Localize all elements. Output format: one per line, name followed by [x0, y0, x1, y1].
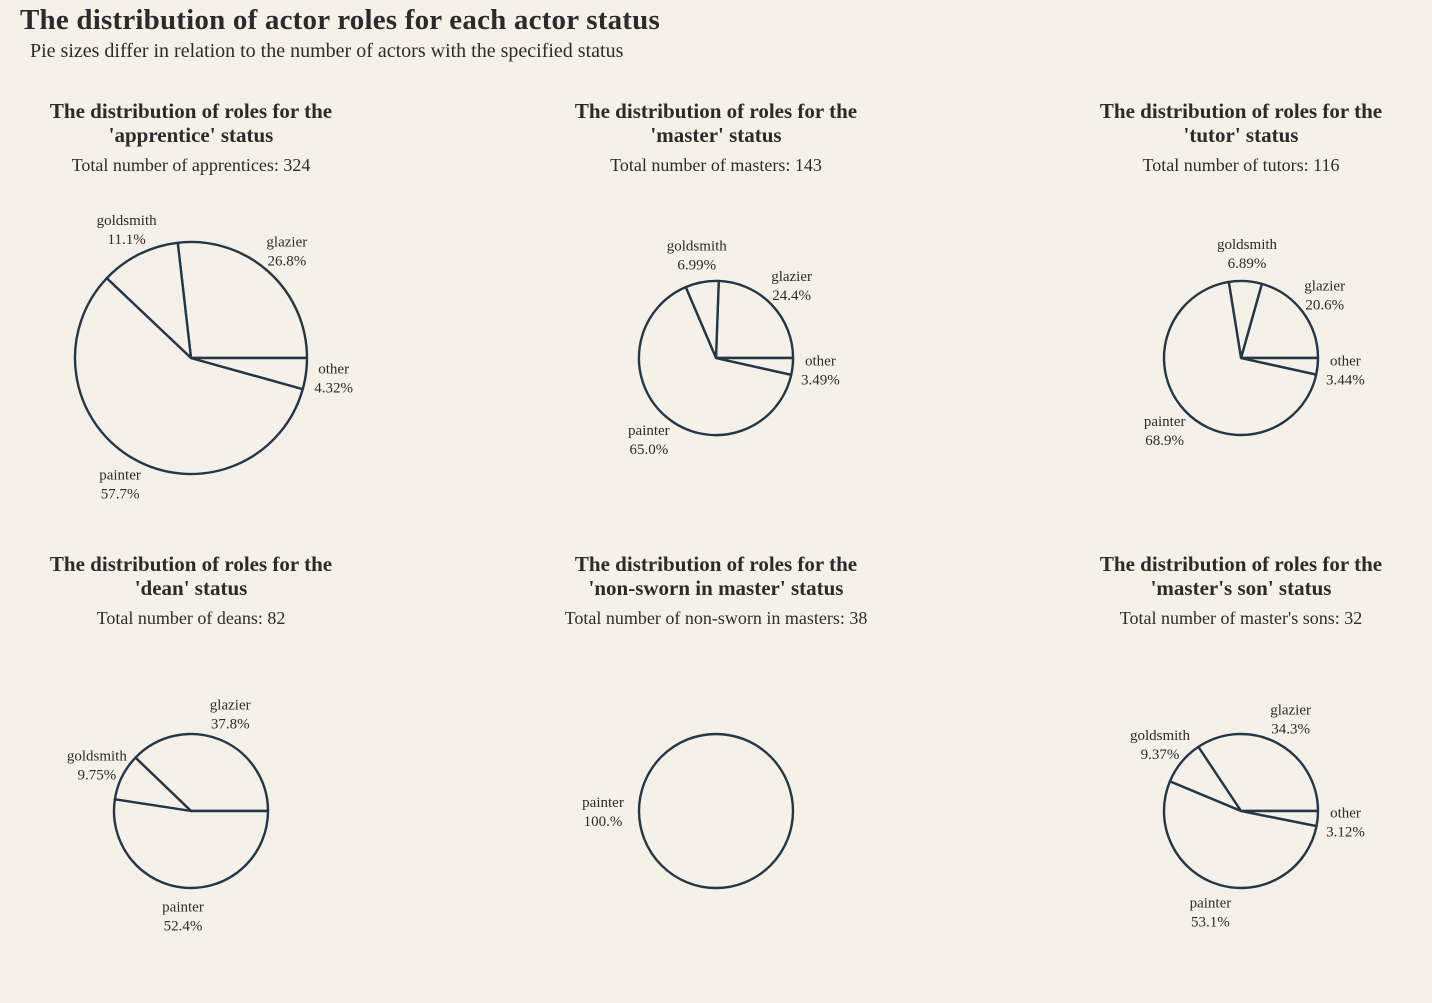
pie-slice-painter [112, 798, 270, 890]
slice-label-other: other [1330, 805, 1361, 821]
slice-label-goldsmith: goldsmith [67, 748, 128, 764]
slice-percent-other: 3.44% [1326, 372, 1365, 388]
panel-total: Total number of apprentices: 324 [72, 155, 311, 175]
panel-title: 'tutor' status [1184, 123, 1299, 147]
slice-label-glazier: glazier [1304, 279, 1345, 295]
pie-panel: The distribution of roles for the'master… [1100, 552, 1382, 930]
pie-slice-other [189, 356, 309, 391]
panel-title: 'master's son' status [1151, 576, 1332, 600]
slice-percent-painter: 57.7% [101, 486, 140, 502]
panel-title: 'master' status [650, 123, 781, 147]
panel-title: The distribution of roles for the [1100, 99, 1382, 123]
slice-label-goldsmith: goldsmith [667, 239, 728, 255]
slice-percent-painter: 100.% [584, 814, 623, 830]
panel-title: The distribution of roles for the [1100, 552, 1382, 576]
pie-panel: The distribution of roles for the'non-sw… [565, 552, 868, 890]
slice-label-glazier: glazier [266, 235, 307, 251]
slice-percent-goldsmith: 9.75% [77, 767, 116, 783]
slice-label-other: other [318, 361, 349, 377]
slice-percent-painter: 52.4% [164, 919, 203, 935]
pie-panel: The distribution of roles for the'dean' … [50, 552, 332, 935]
panel-title: The distribution of roles for the [50, 99, 332, 123]
pie-slice-painter [73, 277, 304, 476]
slice-percent-glazier: 24.4% [772, 288, 811, 304]
pie-slice-goldsmith [1227, 279, 1264, 360]
pie-slice-painter [637, 732, 795, 890]
pie-slice-other [1239, 809, 1320, 828]
slice-label-other: other [805, 354, 836, 370]
panel-total: Total number of tutors: 116 [1142, 155, 1339, 175]
panel-total: Total number of non-sworn in masters: 38 [565, 608, 868, 628]
slice-percent-glazier: 34.3% [1271, 721, 1310, 737]
slice-percent-goldsmith: 9.37% [1141, 747, 1180, 763]
pie-slice-other [714, 356, 795, 376]
panel-title: 'apprentice' status [109, 123, 274, 147]
panel-title: The distribution of roles for the [50, 552, 332, 576]
slice-label-painter: painter [1190, 895, 1232, 911]
panel-title: 'dean' status [135, 576, 248, 600]
slice-label-goldsmith: goldsmith [1130, 728, 1191, 744]
pie-slice-painter [1162, 780, 1318, 890]
pie-slice-glazier [714, 279, 795, 360]
pie-slice-painter [637, 285, 793, 437]
page-subtitle: Pie sizes differ in relation to the numb… [30, 40, 624, 62]
pie-slice-goldsmith [684, 279, 720, 360]
slice-percent-goldsmith: 6.89% [1228, 256, 1267, 272]
pie-slice-glazier [1197, 732, 1320, 813]
slice-label-glazier: glazier [1270, 702, 1311, 718]
slice-label-painter: painter [582, 795, 624, 811]
pie-panel: The distribution of roles for the'appren… [50, 99, 353, 502]
panel-total: Total number of master's sons: 32 [1120, 608, 1362, 628]
slice-label-painter: painter [162, 900, 204, 916]
slice-label-glazier: glazier [210, 698, 251, 714]
panel-total: Total number of masters: 143 [610, 155, 822, 175]
slice-percent-goldsmith: 6.99% [677, 258, 716, 274]
page-title: The distribution of actor roles for each… [20, 4, 660, 36]
panel-title: The distribution of roles for the [575, 552, 857, 576]
pie-panel: The distribution of roles for the'tutor'… [1100, 99, 1382, 449]
slice-percent-glazier: 20.6% [1305, 298, 1344, 314]
slice-percent-other: 4.32% [314, 380, 353, 396]
slice-percent-glazier: 37.8% [211, 717, 250, 733]
pie-slice-glazier [1239, 282, 1320, 360]
slice-label-painter: painter [99, 467, 141, 483]
pie-slice-goldsmith [113, 756, 193, 813]
slice-percent-other: 3.12% [1326, 824, 1365, 840]
slice-percent-painter: 68.9% [1145, 433, 1184, 449]
slice-percent-other: 3.49% [801, 373, 840, 389]
slice-percent-painter: 53.1% [1191, 914, 1230, 930]
slice-label-glazier: glazier [771, 269, 812, 285]
panel-title: 'non-sworn in master' status [589, 576, 844, 600]
pie-slice-glazier [134, 732, 270, 813]
panel-total: Total number of deans: 82 [97, 608, 286, 628]
pie-slice-glazier [176, 240, 309, 360]
pie-slice-painter [1162, 280, 1318, 437]
slice-label-painter: painter [1144, 414, 1186, 430]
slice-label-goldsmith: goldsmith [1217, 237, 1278, 253]
slice-label-other: other [1330, 353, 1361, 369]
pie-slice-other [1239, 356, 1320, 376]
slice-percent-painter: 65.0% [629, 442, 668, 458]
pie-panel: The distribution of roles for the'master… [575, 99, 857, 458]
slice-percent-goldsmith: 11.1% [108, 232, 146, 248]
pie-slice-goldsmith [105, 241, 193, 360]
panel-title: The distribution of roles for the [575, 99, 857, 123]
slice-percent-glazier: 26.8% [267, 254, 306, 270]
pie-slice-goldsmith [1168, 745, 1243, 813]
slice-label-goldsmith: goldsmith [97, 213, 158, 229]
slice-label-painter: painter [628, 423, 670, 439]
